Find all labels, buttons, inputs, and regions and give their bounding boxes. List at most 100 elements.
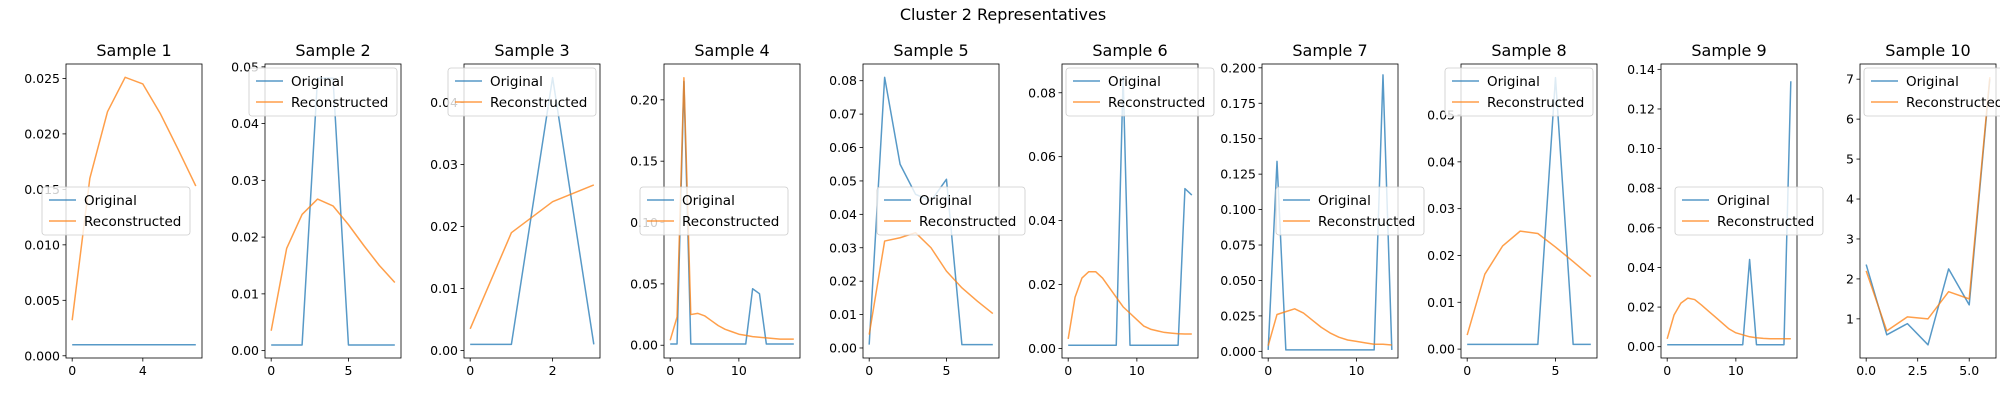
series-line-reconstructed: [1067, 270, 1192, 339]
legend-label-reconstructed: Reconstructed: [1906, 95, 2000, 111]
y-tick-label: 0.08: [829, 73, 857, 88]
x-tick-label: 10: [731, 363, 747, 378]
y-tick-label: 0.03: [231, 173, 259, 188]
y-tick-label: 0.125: [1220, 167, 1256, 182]
y-tick-label: 1: [1846, 311, 1854, 326]
y-tick-label: 0.050: [1220, 273, 1256, 288]
legend-label-original: Original: [1906, 74, 1959, 90]
legend-box: [41, 186, 191, 236]
legend-label-original: Original: [1318, 193, 1371, 209]
y-tick-label: 0.04: [1427, 154, 1455, 169]
subplot-title: Sample 7: [1292, 41, 1367, 60]
x-tick-label: 0: [666, 363, 674, 378]
y-tick-label: 4: [1846, 192, 1854, 207]
legend: Original Reconstructed: [447, 67, 597, 117]
legend-box: [876, 186, 1026, 236]
series-line-original: [1667, 81, 1792, 346]
y-tick-label: 0.08: [1627, 181, 1655, 196]
y-tick-label: 0.00: [430, 343, 458, 358]
y-tick-label: 0.15: [630, 154, 658, 169]
y-tick-label: 0.00: [1028, 341, 1056, 356]
legend: Original Reconstructed: [1275, 186, 1425, 236]
y-tick-label: 0.04: [231, 116, 259, 131]
subplot-title: Sample 8: [1491, 41, 1566, 60]
subplot-3: Sample 30.000.010.020.030.040 2OriginalRe…: [430, 41, 601, 378]
plot-frame: [463, 63, 601, 359]
legend-box: [639, 186, 789, 236]
plot-frame: [1859, 63, 1997, 359]
y-tick-label: 0.150: [1220, 131, 1256, 146]
y-tick-label: 0.05: [630, 276, 658, 291]
legend-label-original: Original: [1487, 74, 1540, 90]
legend-label-original: Original: [1108, 74, 1161, 90]
subplot-6: Sample 6 0.00 0.02 0.04 0.06 0.08 0 10 Original R…: [1028, 41, 1215, 378]
legend: Original Reconstructed: [639, 186, 789, 236]
x-tick-label: 4: [139, 363, 147, 378]
legend-label-reconstructed: Reconstructed: [1717, 214, 1814, 230]
x-tick-label: 0: [1463, 363, 1471, 378]
y-tick-label: 5: [1846, 152, 1854, 167]
y-tick-label: 0.01: [829, 307, 857, 322]
subplot-9: Sample 9 0.00 0.02 0.04 0.06 0.08 0.10 0.12 0.14…: [1627, 41, 1824, 378]
legend: Original Reconstructed: [248, 67, 398, 117]
series-line-reconstructed: [1466, 230, 1592, 336]
legend-label-original: Original: [682, 193, 735, 209]
legend-label-reconstructed: Reconstructed: [682, 214, 779, 230]
x-tick-label: 2: [549, 363, 557, 378]
x-tick-label: 5.0: [1959, 363, 1979, 378]
y-tick-label: 0.03: [829, 240, 857, 255]
y-tick-label: 0.10: [1627, 141, 1655, 156]
y-tick-label: 0.04: [829, 207, 857, 222]
y-tick-label: 0.05: [829, 173, 857, 188]
legend: Original Reconstructed: [41, 186, 191, 236]
y-tick-label: 0.04: [1028, 213, 1056, 228]
x-tick-label: 0: [68, 363, 76, 378]
x-tick-label: 0: [1264, 363, 1272, 378]
subplot-title: Sample 5: [893, 41, 968, 60]
series-line-reconstructed: [270, 198, 396, 331]
legend-box: [248, 67, 398, 117]
series-line-reconstructed: [1267, 308, 1392, 346]
y-tick-label: 0.00: [630, 338, 658, 353]
legend-label-original: Original: [490, 74, 543, 90]
legend-box: [1863, 67, 2000, 117]
legend-label-reconstructed: Reconstructed: [1487, 95, 1584, 111]
x-tick-label: 10: [1728, 363, 1744, 378]
plot-frame: [264, 63, 402, 359]
subplot-2: Sample 20.000.010.020.030.040.050 5Origin…: [231, 41, 402, 378]
legend-label-reconstructed: Reconstructed: [1108, 95, 1205, 111]
x-tick-label: 5: [1552, 363, 1560, 378]
y-tick-label: 0.000: [1220, 344, 1256, 359]
series-line-original: [1068, 76, 1193, 346]
y-tick-label: 0.01: [430, 281, 458, 296]
legend-label-reconstructed: Reconstructed: [490, 95, 587, 111]
y-tick-label: 0.06: [1627, 220, 1655, 235]
legend-box: [1065, 67, 1215, 117]
y-tick-label: 0.14: [1627, 62, 1655, 77]
x-tick-label: 5: [942, 363, 950, 378]
y-tick-label: 0.01: [1427, 295, 1455, 310]
legend-box: [1674, 186, 1824, 236]
y-tick-label: 0.06: [829, 140, 857, 155]
y-tick-label: 0.000: [24, 348, 60, 363]
x-tick-label: 10: [1129, 363, 1145, 378]
y-tick-label: 0.02: [829, 274, 857, 289]
y-tick-label: 3: [1846, 231, 1854, 246]
legend: Original Reconstructed: [1444, 67, 1594, 117]
subplot-title: Sample 6: [1092, 41, 1167, 60]
series-line-original: [271, 77, 395, 346]
y-tick-label: 0.020: [24, 126, 60, 141]
subplot-10: Sample 10 1 2 3 4 5 6 7 0.0 2.5 5.0 Original Reconst…: [1846, 41, 2000, 378]
subplot-5: Sample 5 0.00 0.01 0.02 0.03 0.04 0.05 0.06 0.07…: [829, 41, 1026, 378]
series-line-original: [670, 80, 794, 345]
series-line-original: [1865, 79, 1991, 346]
series-line-reconstructed: [868, 231, 994, 335]
legend: Original Reconstructed: [876, 186, 1026, 236]
x-tick-label: 10: [1349, 363, 1365, 378]
subplot-title: Sample 9: [1691, 41, 1766, 60]
y-tick-label: 0.025: [1220, 308, 1256, 323]
y-tick-label: 0.01: [231, 286, 259, 301]
x-tick-label: 0: [1064, 363, 1072, 378]
x-tick-label: 5: [344, 363, 352, 378]
y-tick-label: 0.08: [1028, 85, 1056, 100]
